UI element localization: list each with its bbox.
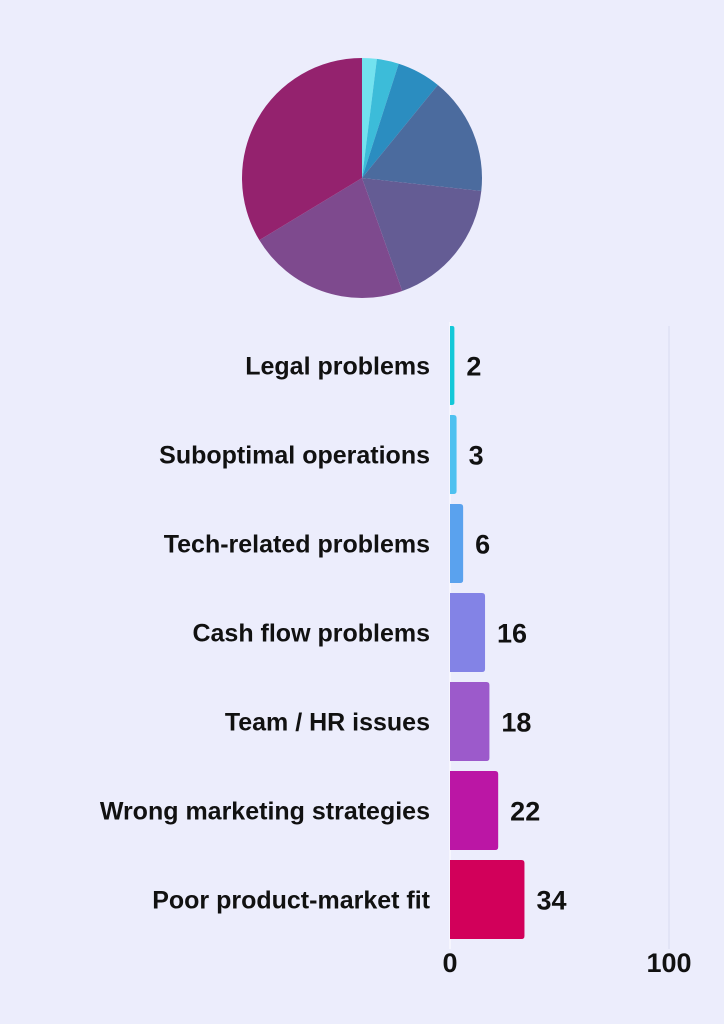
pie-slice-team-hr-issues — [362, 178, 482, 292]
category-label-suboptimal-operations: Suboptimal operations — [159, 442, 430, 470]
pie-slice-wrong-marketing-strategies — [259, 178, 403, 298]
value-label-poor-product-market-fit: 34 — [536, 886, 566, 916]
category-label-cash-flow-problems: Cash flow problems — [192, 620, 430, 648]
value-label-team-hr-issues: 18 — [501, 708, 531, 738]
category-label-tech-related-problems: Tech-related problems — [164, 531, 430, 559]
bar-poor-product-market-fit — [450, 860, 525, 939]
pie-slice-suboptimal-operations — [362, 58, 399, 178]
bar-cash-flow-problems — [450, 593, 486, 672]
x-tick-label-100: 100 — [646, 948, 691, 978]
category-label-wrong-marketing-strategies: Wrong marketing strategies — [100, 798, 430, 826]
bar-team-hr-issues — [450, 682, 490, 761]
bar-chart: Legal problems 2 Suboptimal operations 3 Tec… — [100, 322, 692, 978]
bar-legal-problems — [450, 326, 455, 405]
value-label-legal-problems: 2 — [466, 352, 481, 382]
x-tick-label-0: 0 — [442, 948, 457, 978]
pie-slice-poor-product-market-fit — [241, 57, 362, 241]
category-label-team-hr-issues: Team / HR issues — [225, 709, 430, 737]
pie-chart — [241, 57, 483, 298]
bar-tech-related-problems — [450, 504, 464, 583]
value-label-suboptimal-operations: 3 — [469, 441, 484, 471]
pie-slice-legal-problems — [362, 58, 377, 178]
pie-slice-tech-related-problems — [362, 63, 438, 179]
category-label-poor-product-market-fit: Poor product-market fit — [152, 887, 430, 915]
value-label-cash-flow-problems: 16 — [497, 619, 527, 649]
category-label-legal-problems: Legal problems — [245, 353, 430, 381]
bar-marks: Legal problems 2 Suboptimal operations 3 Tec… — [100, 326, 567, 939]
bar-suboptimal-operations — [450, 415, 457, 494]
bar-wrong-marketing-strategies — [450, 771, 499, 850]
x-axis-ticks: 0 100 — [442, 948, 691, 978]
pie-slice-cash-flow-problems — [362, 85, 483, 192]
value-label-tech-related-problems: 6 — [475, 530, 490, 560]
value-label-wrong-marketing-strategies: 22 — [510, 797, 540, 827]
